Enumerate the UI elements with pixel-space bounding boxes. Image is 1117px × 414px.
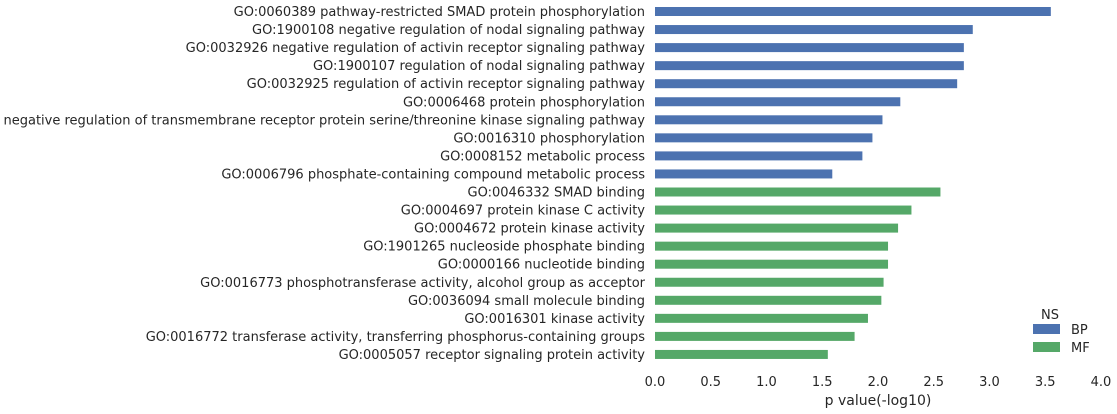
x-axis-label: p value(-log10)	[825, 393, 932, 409]
bar-mf	[655, 331, 855, 341]
x-tick-label: 0.5	[700, 375, 721, 390]
x-tick-label: 2.5	[923, 375, 944, 390]
bar-bp	[655, 133, 873, 143]
category-label: GO:0060389 pathway-restricted SMAD prote…	[234, 5, 645, 20]
legend: NS BP MF	[1033, 308, 1090, 356]
bar-mf	[655, 295, 882, 305]
x-tick-label: 1.5	[812, 375, 833, 390]
category-label: GO:0090101 negative regulation of transm…	[0, 113, 645, 128]
category-label: GO:0036094 small molecule binding	[408, 294, 645, 309]
bar-bp	[655, 25, 973, 35]
bar-mf	[655, 313, 868, 323]
bar-bp	[655, 61, 964, 71]
bar-mf	[655, 259, 889, 269]
category-label: GO:0016310 phosphorylation	[453, 131, 645, 146]
bar-mf	[655, 241, 889, 251]
x-tick-label: 2.0	[868, 375, 889, 390]
bar-bp	[655, 97, 901, 107]
bar-bp	[655, 151, 863, 161]
category-label: GO:0006468 protein phosphorylation	[403, 95, 645, 110]
bar-bp	[655, 115, 883, 125]
x-tick-label: 0.0	[645, 375, 666, 390]
bar-bp	[655, 7, 1051, 16]
category-label: GO:0008152 metabolic process	[440, 149, 645, 164]
x-tick-label: 4.0	[1091, 375, 1112, 390]
bar-mf	[655, 349, 828, 359]
category-label: GO:0032926 negative regulation of activi…	[186, 41, 646, 56]
legend-label-mf: MF	[1071, 341, 1090, 356]
category-label: GO:0046332 SMAD binding	[468, 186, 645, 201]
bar-bp	[655, 43, 964, 53]
category-label: GO:1900108 negative regulation of nodal …	[252, 23, 645, 38]
category-label: GO:0032925 regulation of activin recepto…	[247, 77, 646, 92]
bar-mf	[655, 187, 941, 197]
category-label: GO:0004672 protein kinase activity	[414, 222, 645, 237]
bar-bp	[655, 169, 833, 179]
x-tick-label: 3.0	[979, 375, 1000, 390]
bar-mf	[655, 277, 884, 287]
bar-bp	[655, 79, 958, 89]
bars-group	[655, 7, 1051, 359]
legend-swatch-bp	[1033, 324, 1060, 334]
category-label: GO:1901265 nucleoside phosphate binding	[363, 240, 645, 255]
category-label: GO:0016301 kinase activity	[464, 312, 645, 327]
category-label: GO:0004697 protein kinase C activity	[401, 204, 646, 219]
bar-mf	[655, 223, 899, 233]
category-label: GO:0016773 phosphotransferase activity, …	[200, 276, 645, 291]
category-label: GO:1900107 regulation of nodal signaling…	[313, 59, 645, 74]
category-label: GO:0006796 phosphate-containing compound…	[221, 167, 645, 182]
bar-mf	[655, 205, 912, 215]
x-tick-label: 1.0	[756, 375, 777, 390]
x-tick-labels-group: 0.0 0.5 1.0 1.5 2.0 2.5 3.0 3.5 4.0	[645, 375, 1112, 390]
legend-label-bp: BP	[1071, 323, 1088, 338]
x-tick-label: 3.5	[1035, 375, 1056, 390]
category-label: GO:0000166 nucleotide binding	[438, 258, 645, 273]
legend-title: NS	[1041, 308, 1059, 323]
category-labels-group: GO:0060389 pathway-restricted SMAD prote…	[0, 5, 646, 363]
category-label: GO:0005057 receptor signaling protein ac…	[339, 348, 646, 363]
category-label: GO:0016772 transferase activity, transfe…	[146, 330, 646, 345]
legend-swatch-mf	[1033, 342, 1060, 352]
